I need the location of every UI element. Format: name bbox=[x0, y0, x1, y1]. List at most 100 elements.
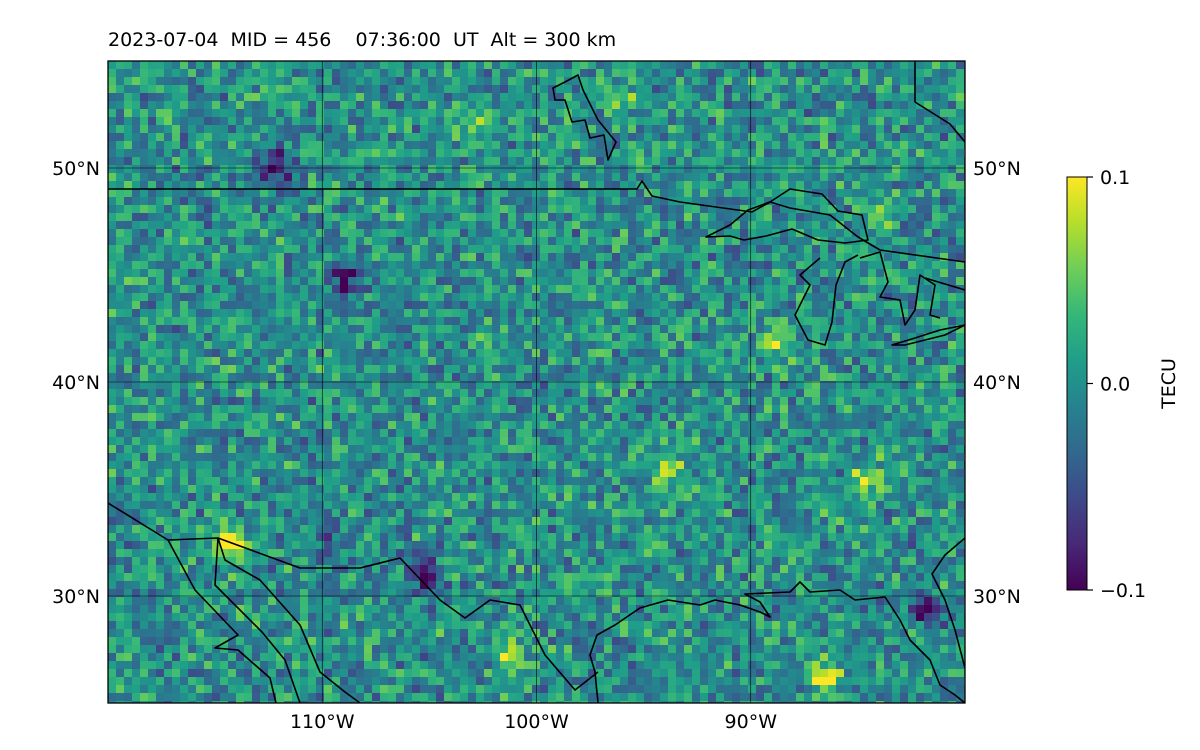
heatmap-cell bbox=[452, 229, 460, 237]
heatmap-cell bbox=[900, 93, 908, 101]
heatmap-cell bbox=[300, 245, 308, 253]
heatmap-cell bbox=[276, 213, 284, 221]
heatmap-cell bbox=[612, 357, 620, 365]
heatmap-cell bbox=[116, 325, 124, 333]
heatmap-cell bbox=[452, 389, 460, 397]
heatmap-cell bbox=[300, 277, 308, 285]
heatmap-cell bbox=[636, 277, 644, 285]
heatmap-cell bbox=[492, 181, 500, 189]
heatmap-cell bbox=[756, 181, 764, 189]
heatmap-cell bbox=[116, 381, 124, 389]
heatmap-cell bbox=[524, 133, 532, 141]
heatmap-cell bbox=[108, 109, 116, 117]
heatmap-cell bbox=[276, 205, 284, 213]
heatmap-cell bbox=[188, 405, 196, 413]
heatmap-cell bbox=[316, 429, 324, 437]
heatmap-cell bbox=[884, 245, 892, 253]
heatmap-cell bbox=[900, 101, 908, 109]
heatmap-cell bbox=[948, 165, 956, 173]
heatmap-cell bbox=[244, 69, 252, 77]
heatmap-cell bbox=[916, 181, 924, 189]
heatmap-cell bbox=[188, 341, 196, 349]
heatmap-cell bbox=[420, 285, 428, 293]
heatmap-cell bbox=[540, 277, 548, 285]
heatmap-cell bbox=[356, 189, 364, 197]
heatmap-cell bbox=[180, 349, 188, 357]
heatmap-cell bbox=[540, 93, 548, 101]
heatmap-cell bbox=[340, 69, 348, 77]
heatmap-cell bbox=[948, 413, 956, 421]
heatmap-cell bbox=[676, 341, 684, 349]
heatmap-cell bbox=[340, 157, 348, 165]
heatmap-cell bbox=[340, 365, 348, 373]
heatmap-cell bbox=[796, 245, 804, 253]
heatmap-cell bbox=[132, 117, 140, 125]
heatmap-cell bbox=[212, 229, 220, 237]
heatmap-cell bbox=[444, 93, 452, 101]
heatmap-cell bbox=[524, 69, 532, 77]
heatmap-cell bbox=[620, 293, 628, 301]
heatmap-cell bbox=[644, 101, 652, 109]
heatmap-cell bbox=[852, 245, 860, 253]
heatmap-cell bbox=[692, 133, 700, 141]
heatmap-cell bbox=[748, 349, 756, 357]
heatmap-cell bbox=[716, 93, 724, 101]
heatmap-cell bbox=[740, 285, 748, 293]
heatmap-cell bbox=[892, 365, 900, 373]
heatmap-cell bbox=[284, 237, 292, 245]
heatmap-cell bbox=[236, 405, 244, 413]
heatmap-cell bbox=[196, 341, 204, 349]
heatmap-cell bbox=[340, 237, 348, 245]
heatmap-cell bbox=[188, 317, 196, 325]
heatmap-cell bbox=[196, 245, 204, 253]
heatmap-cell bbox=[204, 429, 212, 437]
heatmap-cell bbox=[596, 301, 604, 309]
heatmap-cell bbox=[724, 269, 732, 277]
heatmap-cell bbox=[844, 397, 852, 405]
heatmap-cell bbox=[548, 277, 556, 285]
heatmap-cell bbox=[900, 381, 908, 389]
heatmap-cell bbox=[220, 85, 228, 93]
heatmap-cell bbox=[484, 269, 492, 277]
heatmap-cell bbox=[276, 157, 284, 165]
heatmap-cell bbox=[292, 61, 300, 69]
heatmap-cell bbox=[804, 373, 812, 381]
heatmap-cell bbox=[420, 261, 428, 269]
heatmap-cell bbox=[196, 69, 204, 77]
heatmap-cell bbox=[140, 165, 148, 173]
heatmap-cell bbox=[588, 269, 596, 277]
heatmap-cell bbox=[868, 253, 876, 261]
heatmap-cell bbox=[428, 173, 436, 181]
heatmap-cell bbox=[812, 341, 820, 349]
heatmap-cell bbox=[620, 157, 628, 165]
heatmap-cell bbox=[692, 173, 700, 181]
heatmap-cell bbox=[556, 309, 564, 317]
heatmap-cell bbox=[364, 93, 372, 101]
heatmap-cell bbox=[140, 389, 148, 397]
heatmap-cell bbox=[772, 405, 780, 413]
heatmap-cell bbox=[796, 165, 804, 173]
heatmap-cell bbox=[476, 293, 484, 301]
heatmap-cell bbox=[380, 293, 388, 301]
heatmap-cell bbox=[812, 165, 820, 173]
heatmap-cell bbox=[684, 93, 692, 101]
heatmap-cell bbox=[844, 133, 852, 141]
heatmap-cell bbox=[676, 333, 684, 341]
heatmap-cell bbox=[908, 93, 916, 101]
heatmap-cell bbox=[932, 109, 940, 117]
heatmap-cell bbox=[748, 69, 756, 77]
heatmap-cell bbox=[332, 357, 340, 365]
heatmap-cell bbox=[468, 69, 476, 77]
heatmap-cell bbox=[252, 221, 260, 229]
heatmap-cell bbox=[836, 61, 844, 69]
heatmap-cell bbox=[388, 253, 396, 261]
heatmap-cell bbox=[244, 293, 252, 301]
heatmap-cell bbox=[924, 173, 932, 181]
heatmap-cell bbox=[748, 277, 756, 285]
heatmap-cell bbox=[916, 85, 924, 93]
heatmap-cell bbox=[820, 133, 828, 141]
heatmap-cell bbox=[636, 237, 644, 245]
heatmap-cell bbox=[404, 365, 412, 373]
heatmap-cell bbox=[668, 253, 676, 261]
heatmap-cell bbox=[116, 61, 124, 69]
